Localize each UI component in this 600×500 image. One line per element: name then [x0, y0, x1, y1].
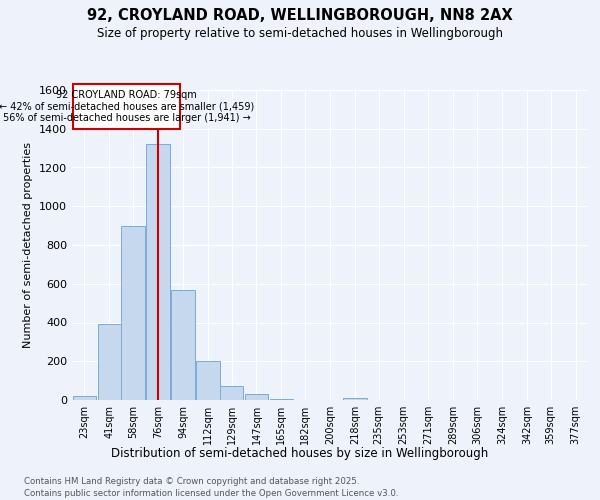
Bar [245, 394, 268, 400]
Text: Contains public sector information licensed under the Open Government Licence v3: Contains public sector information licen… [24, 489, 398, 498]
Bar [196, 361, 220, 400]
Bar [98, 324, 121, 400]
Text: 92, CROYLAND ROAD, WELLINGBOROUGH, NN8 2AX: 92, CROYLAND ROAD, WELLINGBOROUGH, NN8 2… [87, 8, 513, 22]
Bar [269, 399, 293, 400]
Bar [146, 144, 170, 400]
Bar [121, 226, 145, 400]
Bar [220, 386, 244, 400]
Text: Distribution of semi-detached houses by size in Wellingborough: Distribution of semi-detached houses by … [112, 448, 488, 460]
Bar [171, 290, 195, 400]
FancyBboxPatch shape [73, 84, 180, 128]
Bar [73, 396, 96, 400]
Text: Contains HM Land Registry data © Crown copyright and database right 2025.: Contains HM Land Registry data © Crown c… [24, 478, 359, 486]
Text: 92 CROYLAND ROAD: 79sqm
← 42% of semi-detached houses are smaller (1,459)
56% of: 92 CROYLAND ROAD: 79sqm ← 42% of semi-de… [0, 90, 254, 123]
Y-axis label: Number of semi-detached properties: Number of semi-detached properties [23, 142, 34, 348]
Text: Size of property relative to semi-detached houses in Wellingborough: Size of property relative to semi-detach… [97, 28, 503, 40]
Bar [343, 398, 367, 400]
